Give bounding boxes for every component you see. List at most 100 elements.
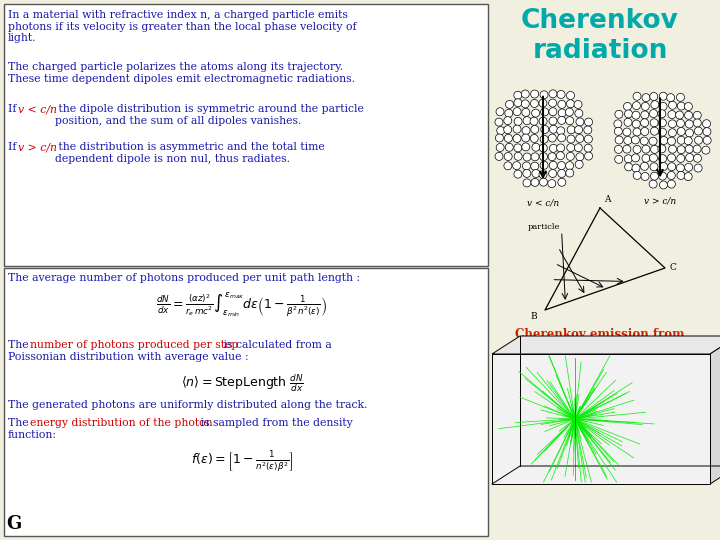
Circle shape: [685, 153, 693, 161]
Circle shape: [513, 134, 521, 143]
Circle shape: [685, 129, 693, 137]
Bar: [4, 4, 488, 266]
Circle shape: [532, 170, 540, 178]
Circle shape: [558, 116, 566, 124]
Text: If: If: [8, 104, 20, 114]
Circle shape: [531, 153, 539, 161]
Circle shape: [514, 117, 522, 125]
Circle shape: [642, 154, 650, 162]
Circle shape: [567, 144, 575, 152]
Circle shape: [514, 91, 522, 99]
Circle shape: [540, 161, 548, 169]
Text: The: The: [8, 418, 32, 428]
Text: particle: particle: [528, 223, 560, 231]
Circle shape: [558, 109, 566, 117]
Circle shape: [614, 145, 623, 153]
Circle shape: [684, 137, 692, 145]
Text: v > c/n: v > c/n: [644, 196, 676, 205]
Circle shape: [514, 99, 522, 107]
Circle shape: [667, 163, 676, 171]
Circle shape: [574, 100, 582, 109]
Circle shape: [650, 163, 658, 171]
Circle shape: [549, 144, 557, 152]
Text: In a material with refractive index n, a charged particle emits
photons if its v: In a material with refractive index n, a…: [8, 10, 356, 43]
Circle shape: [549, 170, 557, 178]
Circle shape: [669, 145, 677, 153]
Circle shape: [557, 161, 565, 170]
Circle shape: [514, 144, 522, 152]
Circle shape: [649, 92, 658, 100]
Circle shape: [668, 129, 676, 137]
Circle shape: [549, 108, 557, 116]
Circle shape: [585, 152, 593, 160]
Circle shape: [541, 125, 549, 133]
Circle shape: [539, 99, 547, 107]
Circle shape: [539, 144, 547, 152]
Circle shape: [623, 145, 631, 153]
Circle shape: [539, 171, 547, 179]
Circle shape: [641, 163, 649, 170]
Circle shape: [667, 154, 675, 162]
Circle shape: [531, 125, 539, 133]
Circle shape: [539, 178, 547, 186]
Circle shape: [641, 119, 649, 127]
Circle shape: [640, 137, 648, 145]
Circle shape: [575, 160, 583, 168]
Circle shape: [566, 161, 574, 170]
Circle shape: [633, 128, 641, 136]
Circle shape: [513, 161, 521, 170]
Circle shape: [624, 110, 632, 118]
Circle shape: [585, 135, 593, 143]
Circle shape: [497, 126, 505, 134]
Text: Poissonian distribution with average value :: Poissonian distribution with average val…: [8, 352, 248, 362]
Circle shape: [504, 162, 512, 170]
Circle shape: [678, 127, 685, 136]
Circle shape: [576, 153, 584, 161]
Text: v < c/n: v < c/n: [18, 104, 57, 114]
Circle shape: [532, 143, 540, 151]
Circle shape: [677, 119, 685, 127]
Circle shape: [668, 111, 676, 119]
Circle shape: [575, 126, 582, 134]
Circle shape: [522, 134, 530, 142]
Circle shape: [667, 93, 675, 102]
Text: G: G: [6, 515, 22, 533]
Circle shape: [642, 103, 649, 110]
Circle shape: [549, 125, 557, 133]
Text: the dipole distribution is symmetric around the particle
position, and the sum o: the dipole distribution is symmetric aro…: [55, 104, 364, 126]
Circle shape: [548, 180, 556, 187]
Circle shape: [539, 153, 547, 161]
Circle shape: [504, 126, 512, 134]
Circle shape: [685, 120, 693, 128]
Circle shape: [522, 109, 530, 117]
Circle shape: [684, 173, 692, 180]
Circle shape: [557, 152, 564, 160]
Circle shape: [703, 120, 711, 127]
Circle shape: [549, 90, 557, 98]
Circle shape: [624, 155, 632, 163]
Text: Cherenkov emission from
optical photons in Geant4: Cherenkov emission from optical photons …: [515, 328, 685, 356]
Circle shape: [685, 111, 693, 119]
Circle shape: [513, 107, 521, 116]
Circle shape: [558, 100, 566, 109]
Circle shape: [585, 118, 593, 126]
Circle shape: [669, 102, 677, 109]
Circle shape: [649, 180, 657, 188]
Circle shape: [557, 144, 564, 152]
Circle shape: [523, 170, 531, 177]
Circle shape: [530, 117, 538, 125]
Circle shape: [504, 152, 512, 160]
Circle shape: [658, 119, 667, 127]
Circle shape: [522, 143, 530, 151]
Circle shape: [651, 100, 659, 109]
Text: energy distribution of the photon: energy distribution of the photon: [30, 418, 212, 428]
Circle shape: [641, 127, 649, 136]
Text: number of photons produced per step: number of photons produced per step: [30, 340, 238, 350]
Circle shape: [523, 153, 531, 161]
Circle shape: [632, 164, 640, 172]
Text: the distribution is asymmetric and the total time
dependent dipole is non nul, t: the distribution is asymmetric and the t…: [55, 142, 325, 164]
Circle shape: [642, 145, 650, 153]
Circle shape: [566, 169, 574, 177]
Circle shape: [521, 90, 529, 98]
Circle shape: [584, 126, 592, 134]
